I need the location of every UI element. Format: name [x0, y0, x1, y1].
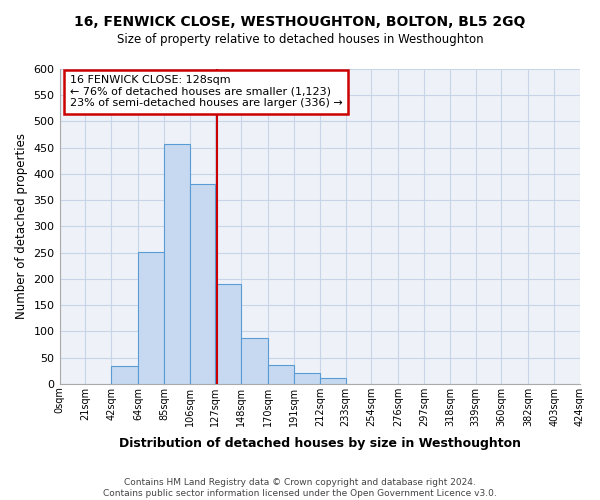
Bar [215, 284, 241, 384]
Text: Contains HM Land Registry data © Crown copyright and database right 2024.
Contai: Contains HM Land Registry data © Crown c… [103, 478, 497, 498]
Text: 16, FENWICK CLOSE, WESTHOUGHTON, BOLTON, BL5 2GQ: 16, FENWICK CLOSE, WESTHOUGHTON, BOLTON,… [74, 15, 526, 29]
Bar [241, 338, 268, 384]
Bar [294, 373, 320, 384]
Y-axis label: Number of detached properties: Number of detached properties [15, 134, 28, 320]
Bar [111, 366, 138, 384]
Bar [138, 252, 164, 384]
Bar [320, 378, 346, 384]
Bar [164, 144, 190, 384]
Bar [190, 184, 215, 384]
Text: 16 FENWICK CLOSE: 128sqm
← 76% of detached houses are smaller (1,123)
23% of sem: 16 FENWICK CLOSE: 128sqm ← 76% of detach… [70, 76, 343, 108]
Bar [268, 366, 294, 384]
X-axis label: Distribution of detached houses by size in Westhoughton: Distribution of detached houses by size … [119, 437, 521, 450]
Text: Size of property relative to detached houses in Westhoughton: Size of property relative to detached ho… [116, 32, 484, 46]
